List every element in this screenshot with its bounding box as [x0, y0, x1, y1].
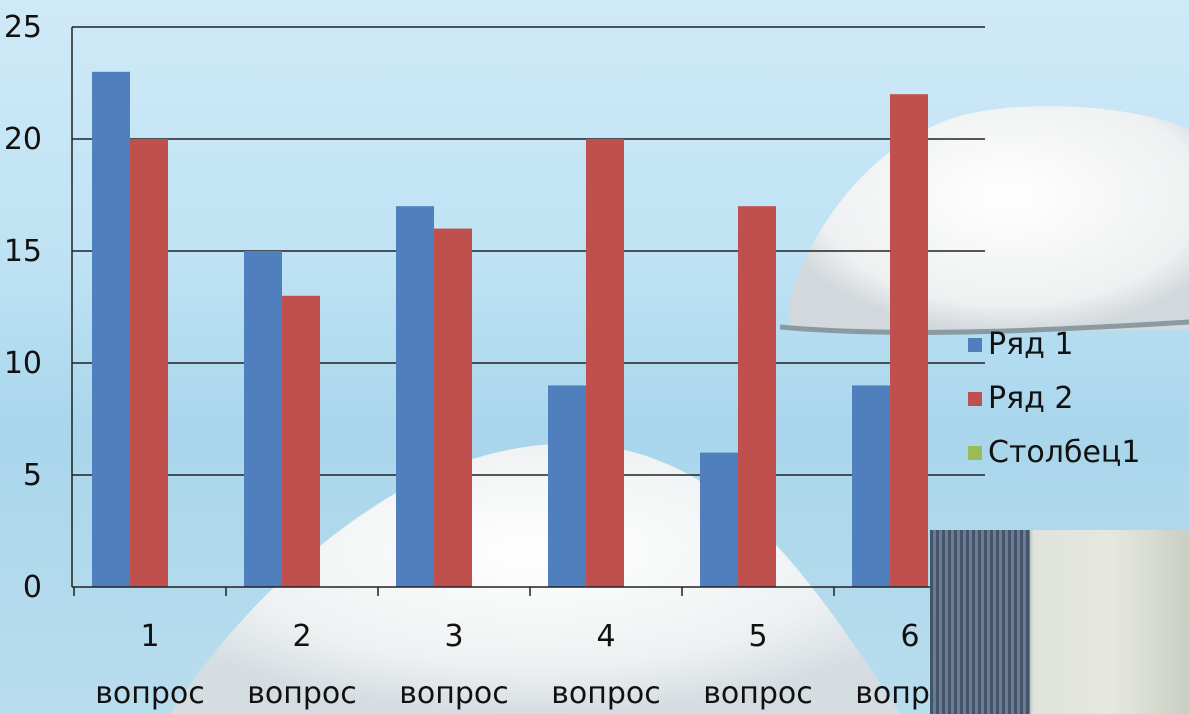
bar-series-2-cat-5 [738, 206, 776, 587]
x-tick-label-number: 3 [444, 619, 463, 654]
bar-series-1-cat-6 [852, 385, 890, 587]
bar-series-2-cat-3 [434, 228, 472, 587]
axes [71, 27, 987, 596]
legend-item-series-2: Ряд 2 [968, 372, 1140, 426]
legend-swatch-series-3 [968, 446, 982, 460]
x-tick-label-word: вопрос [703, 676, 813, 711]
y-tick-label: 15 [4, 234, 42, 269]
x-tick-label-number: 6 [900, 619, 919, 654]
x-tick-label-word: вопрос [551, 676, 661, 711]
legend-label-series-1: Ряд 1 [988, 327, 1074, 362]
grid-lines [72, 26, 985, 476]
bar-series-1-cat-4 [548, 385, 586, 587]
bar-series-1-cat-2 [244, 251, 282, 587]
bar-series-1-cat-1 [92, 71, 130, 588]
x-tick-label-number: 1 [140, 619, 159, 654]
legend: Ряд 1 Ряд 2 Столбец1 [968, 318, 1140, 480]
x-tick-label-number: 2 [292, 619, 311, 654]
legend-item-series-1: Ряд 1 [968, 318, 1140, 372]
x-tick-label-number: 5 [748, 619, 767, 654]
x-tick-label-number: 4 [596, 619, 615, 654]
y-tick-label: 0 [23, 570, 42, 605]
legend-swatch-series-1 [968, 338, 982, 352]
x-tick-label-word: вопрос [399, 676, 509, 711]
bar-series-2-cat-2 [282, 295, 320, 587]
legend-swatch-series-2 [968, 392, 982, 406]
curtain-stripes [930, 530, 1030, 714]
x-tick-label-word: вопрос [247, 676, 357, 711]
y-tick-labels: 0 5 10 15 20 25 [4, 10, 42, 605]
bar-series-2-cat-1 [130, 139, 168, 587]
legend-label-series-3: Столбец1 [988, 435, 1141, 470]
y-tick-label: 10 [4, 346, 42, 381]
y-tick-label: 5 [23, 458, 42, 493]
video-overlay-image [930, 530, 1189, 714]
legend-item-series-3: Столбец1 [968, 426, 1140, 480]
bar-series-1-cat-5 [700, 452, 738, 587]
x-tick-labels: 1вопрос2вопрос3вопрос4вопрос5вопрос6вопр… [95, 619, 965, 711]
bars [92, 71, 928, 588]
x-tick-label-word: вопрос [95, 676, 205, 711]
bar-series-2-cat-6 [890, 94, 928, 587]
bar-series-2-cat-4 [586, 139, 624, 587]
legend-label-series-2: Ряд 2 [988, 381, 1074, 416]
y-tick-label: 20 [4, 122, 42, 157]
bar-series-1-cat-3 [396, 206, 434, 587]
spoon-edge [779, 319, 1189, 335]
y-tick-label: 25 [4, 10, 42, 45]
spoon-sugar-illustration [790, 106, 1189, 333]
